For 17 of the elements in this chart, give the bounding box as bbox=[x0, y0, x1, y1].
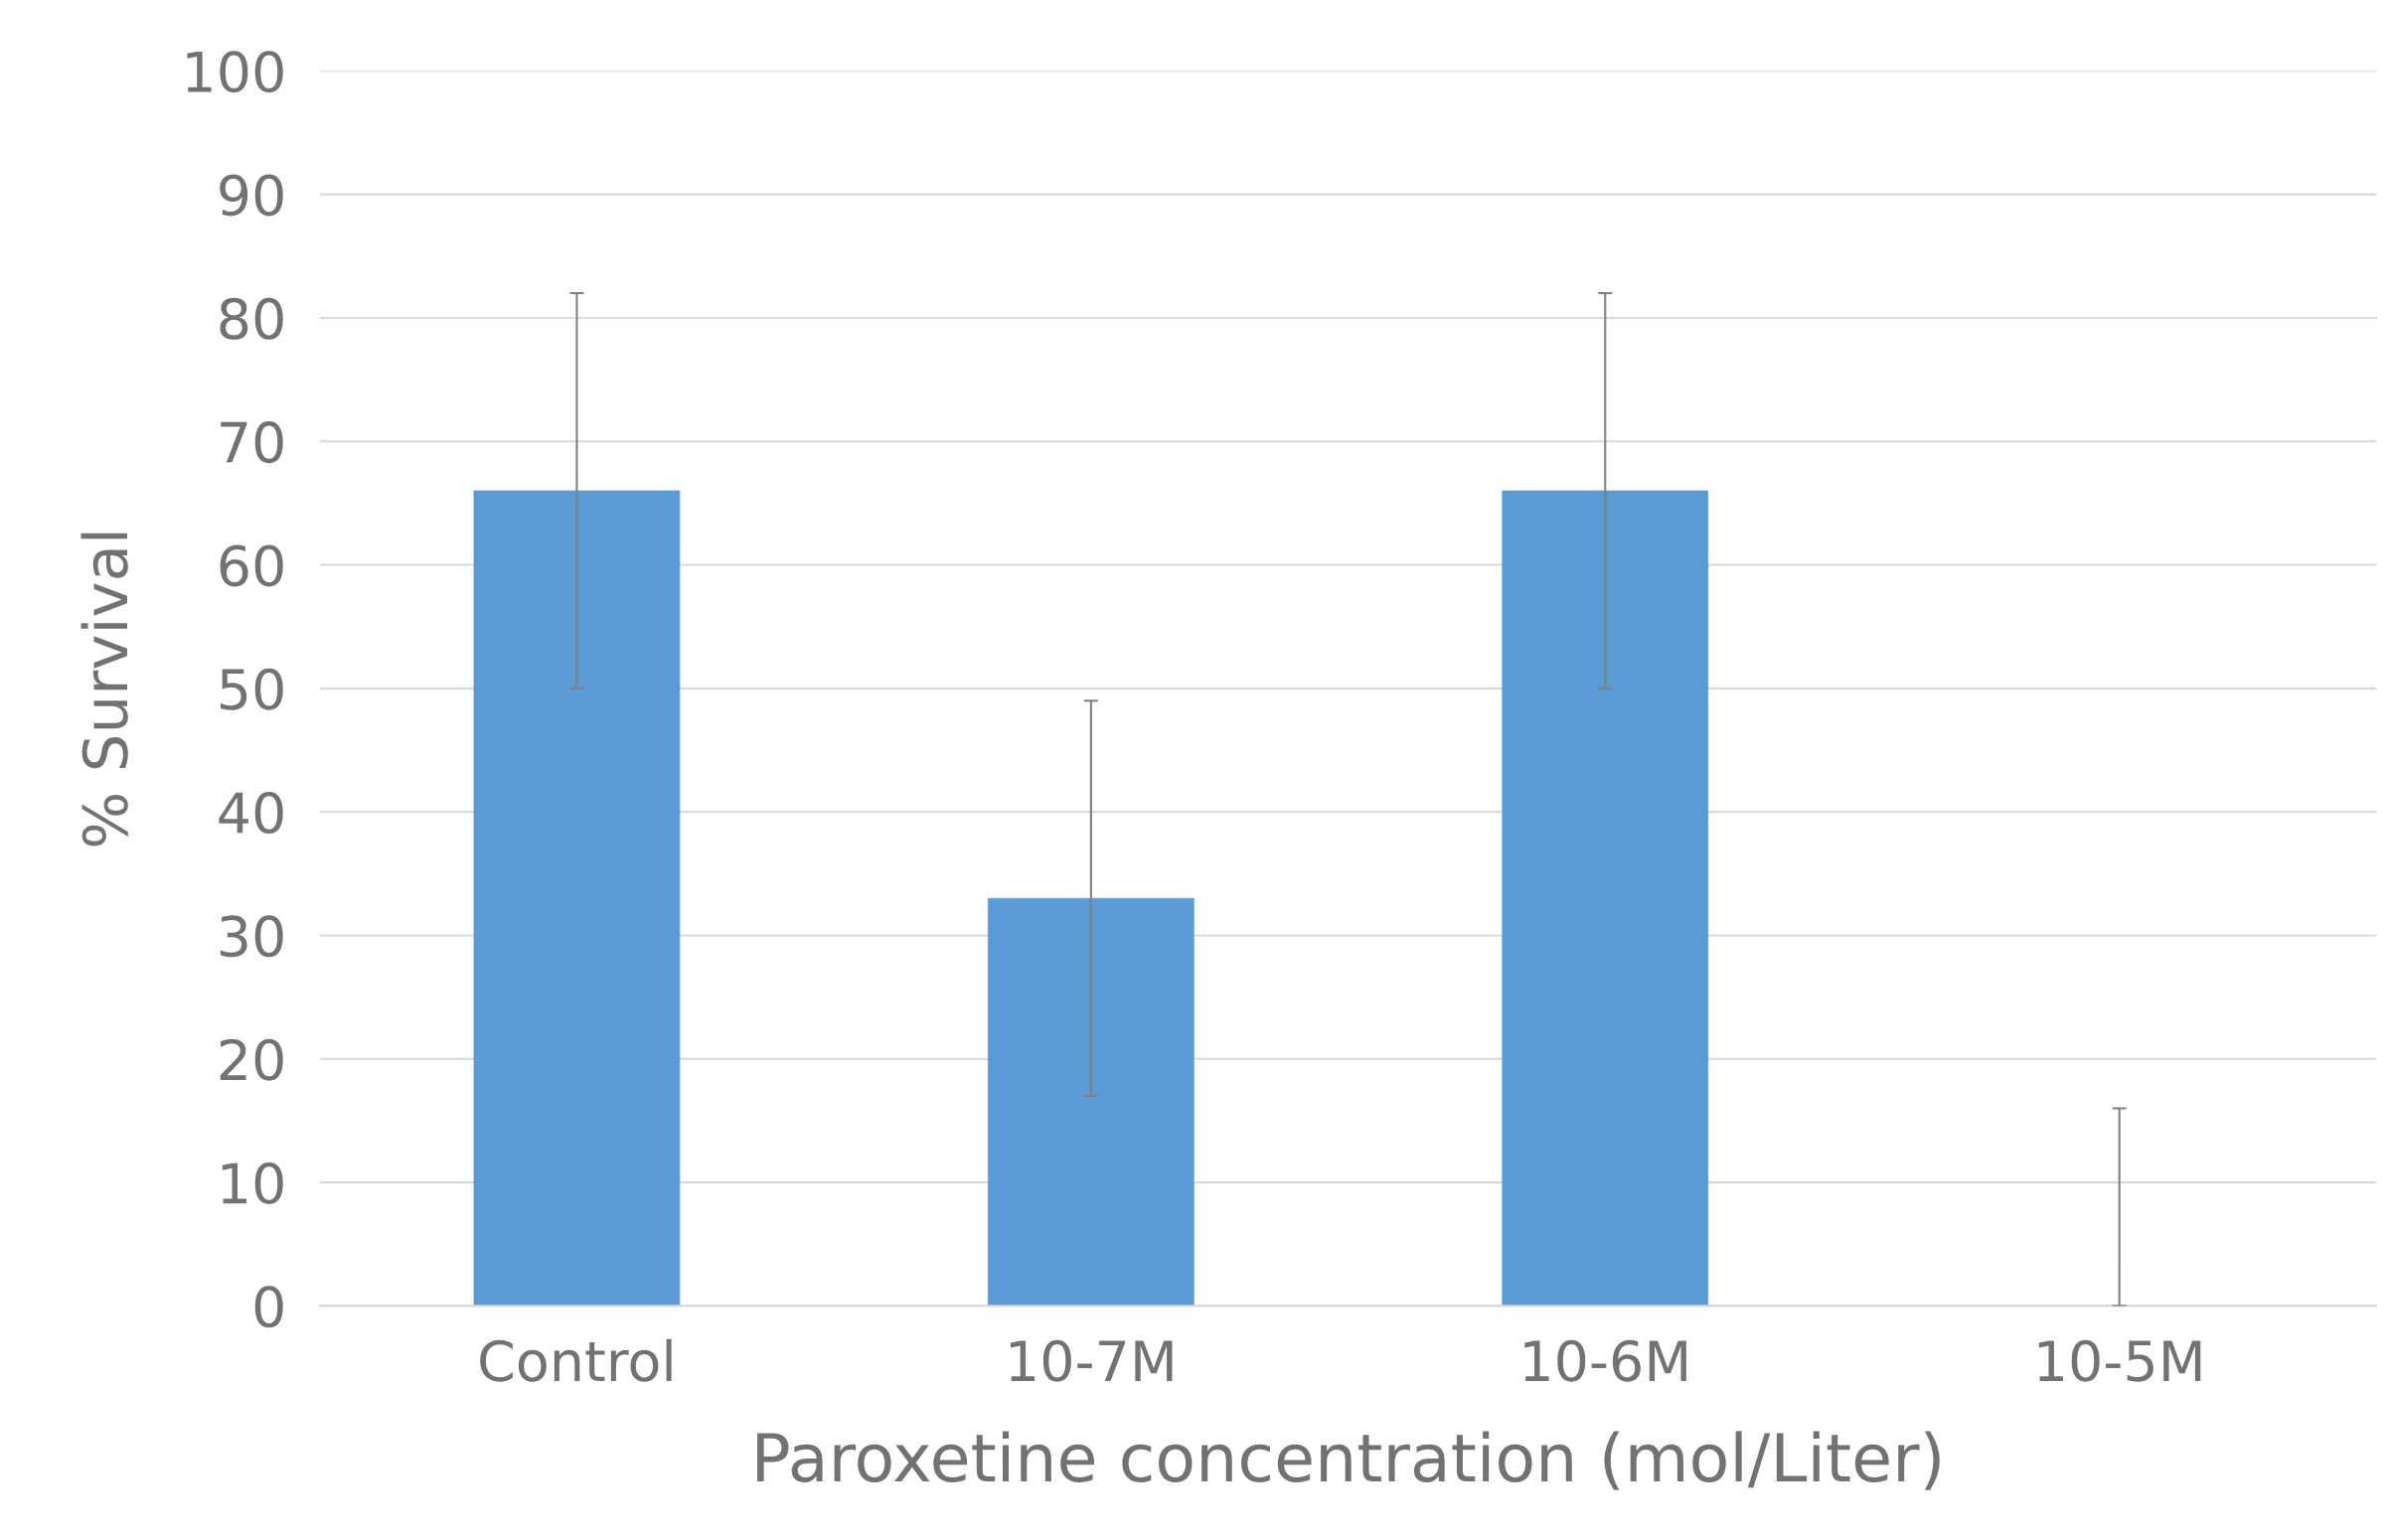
x-tick-label: Control bbox=[480, 1338, 672, 1382]
y-tick-label: 80 bbox=[220, 297, 283, 340]
y-tick-label: 0 bbox=[254, 1286, 283, 1328]
x-axis-title: Paroxetine concentration (mol/Liter) bbox=[757, 1431, 1940, 1490]
y-tick-label: 20 bbox=[220, 1038, 283, 1081]
y-tick-label: 10 bbox=[222, 1161, 283, 1204]
x-tick-label: 10-6M bbox=[1524, 1339, 1686, 1382]
y-tick-label: 70 bbox=[221, 421, 283, 464]
y-axis-title: % Survival bbox=[80, 533, 128, 847]
y-tick-label: 30 bbox=[220, 915, 283, 958]
y-tick-label: 90 bbox=[220, 174, 283, 217]
y-tick-label: 60 bbox=[220, 544, 283, 587]
y-tick-label: 100 bbox=[187, 51, 283, 93]
y-tick-label: 50 bbox=[220, 668, 283, 710]
y-tick-label: 40 bbox=[219, 792, 283, 835]
x-tick-label: 10-7M bbox=[1010, 1339, 1173, 1382]
x-tick-label: 10-5M bbox=[2038, 1339, 2201, 1382]
